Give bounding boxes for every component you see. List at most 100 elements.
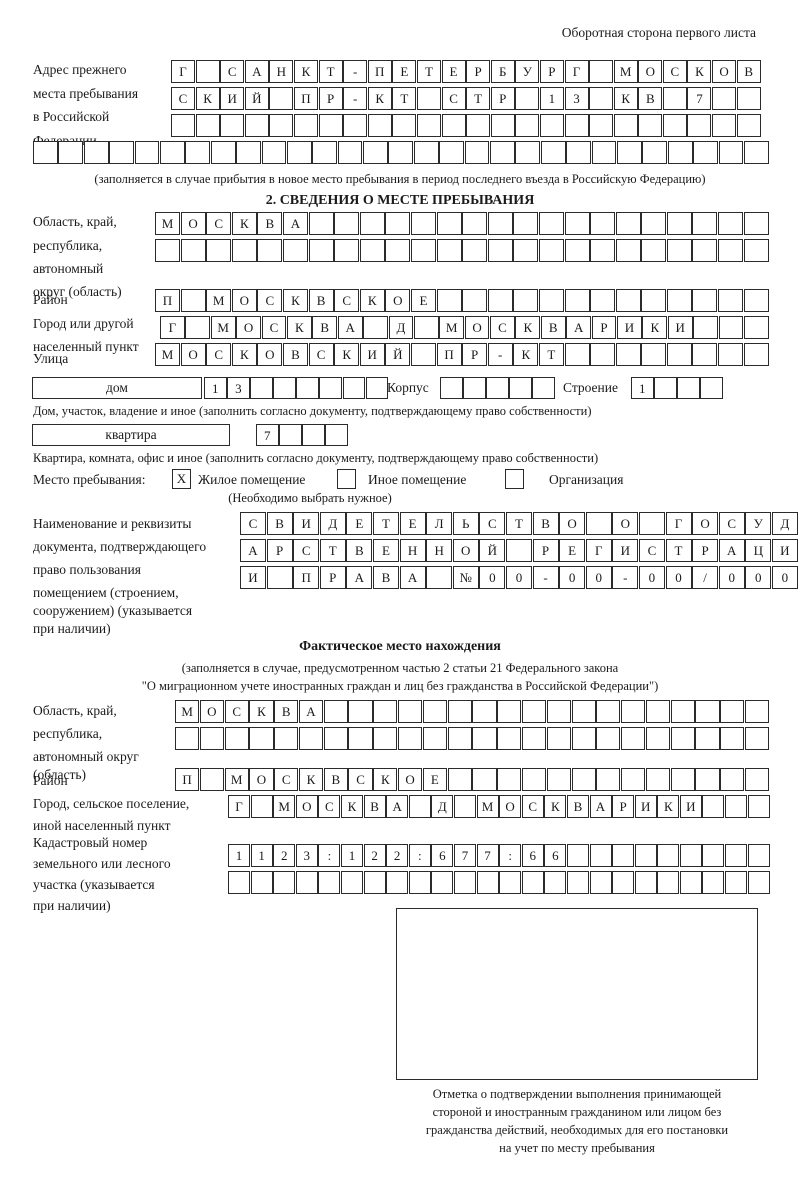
char-cell[interactable]: О [199, 700, 224, 723]
char-cell[interactable] [657, 871, 680, 894]
section2-region-row-2[interactable] [155, 239, 769, 262]
char-cell[interactable] [747, 795, 770, 818]
char-cell[interactable] [206, 239, 232, 262]
char-cell[interactable] [589, 844, 612, 867]
char-cell[interactable] [670, 700, 695, 723]
char-cell[interactable]: : [499, 844, 522, 867]
char-cell[interactable]: К [657, 795, 680, 818]
char-cell[interactable] [298, 727, 324, 750]
char-cell[interactable] [422, 727, 447, 750]
char-cell[interactable] [702, 844, 725, 867]
char-cell[interactable] [318, 114, 343, 137]
char-cell[interactable]: С [334, 289, 360, 312]
char-cell[interactable] [487, 239, 513, 262]
char-cell[interactable] [472, 700, 497, 723]
char-cell[interactable] [343, 114, 368, 137]
char-cell[interactable]: Р [318, 87, 343, 110]
char-cell[interactable]: М [613, 60, 638, 83]
char-cell[interactable] [521, 871, 544, 894]
char-cell[interactable] [638, 512, 665, 535]
char-cell[interactable]: У [745, 512, 772, 535]
char-cell[interactable]: - [343, 60, 368, 83]
char-cell[interactable]: В [363, 795, 386, 818]
char-cell[interactable] [261, 141, 287, 164]
char-cell[interactable]: Г [665, 512, 692, 535]
char-cell[interactable] [634, 844, 657, 867]
char-cell[interactable] [220, 114, 245, 137]
char-cell[interactable] [615, 212, 641, 235]
char-cell[interactable]: Р [692, 539, 719, 562]
char-cell[interactable]: С [638, 539, 665, 562]
char-cell[interactable]: 1 [250, 844, 273, 867]
char-cell[interactable] [348, 727, 373, 750]
char-cell[interactable] [641, 343, 667, 366]
char-cell[interactable]: 7 [687, 87, 712, 110]
char-cell[interactable] [590, 343, 616, 366]
char-cell[interactable] [180, 289, 206, 312]
char-cell[interactable] [544, 871, 567, 894]
char-cell[interactable]: Е [346, 512, 373, 535]
char-cell[interactable] [589, 60, 614, 83]
char-cell[interactable] [269, 114, 294, 137]
char-cell[interactable]: К [195, 87, 220, 110]
char-cell[interactable]: В [638, 87, 663, 110]
char-cell[interactable] [645, 727, 671, 750]
char-cell[interactable]: О [398, 768, 423, 791]
char-cell[interactable]: И [771, 539, 798, 562]
char-cell[interactable] [109, 141, 134, 164]
stroenie-cells[interactable]: 1 [631, 377, 723, 399]
char-cell[interactable] [499, 871, 522, 894]
char-cell[interactable]: Т [538, 343, 564, 366]
char-cell[interactable] [725, 795, 748, 818]
char-cell[interactable] [447, 768, 472, 791]
char-cell[interactable] [453, 795, 476, 818]
char-cell[interactable]: С [220, 60, 245, 83]
char-cell[interactable] [692, 343, 718, 366]
char-cell[interactable]: С [293, 539, 320, 562]
char-cell[interactable]: И [240, 566, 266, 589]
char-cell[interactable] [466, 114, 491, 137]
char-cell[interactable]: 0 [745, 566, 772, 589]
char-cell[interactable] [743, 316, 769, 339]
char-cell[interactable]: 0 [505, 566, 532, 589]
char-cell[interactable] [334, 239, 360, 262]
char-cell[interactable]: К [249, 700, 274, 723]
char-cell[interactable] [279, 424, 302, 446]
char-cell[interactable] [440, 377, 463, 399]
char-cell[interactable] [325, 424, 348, 446]
char-cell[interactable]: Й [244, 87, 269, 110]
char-cell[interactable] [718, 289, 744, 312]
char-cell[interactable]: 0 [479, 566, 506, 589]
char-cell[interactable]: Г [160, 316, 185, 339]
char-cell[interactable]: С [171, 87, 195, 110]
char-cell[interactable]: Е [559, 539, 586, 562]
char-cell[interactable] [159, 141, 185, 164]
char-cell[interactable] [392, 114, 417, 137]
char-cell[interactable]: М [155, 343, 180, 366]
char-cell[interactable]: Е [410, 289, 436, 312]
char-cell[interactable] [505, 539, 532, 562]
char-cell[interactable]: С [206, 343, 232, 366]
char-cell[interactable] [718, 343, 744, 366]
char-cell[interactable] [462, 212, 488, 235]
char-cell[interactable] [373, 700, 398, 723]
char-cell[interactable]: К [231, 212, 257, 235]
char-cell[interactable] [293, 114, 318, 137]
char-cell[interactable] [286, 141, 312, 164]
char-cell[interactable] [718, 141, 744, 164]
char-cell[interactable] [323, 727, 348, 750]
char-cell[interactable] [679, 871, 702, 894]
char-cell[interactable]: П [293, 87, 318, 110]
char-cell[interactable]: К [373, 768, 398, 791]
char-cell[interactable]: Р [466, 60, 491, 83]
char-cell[interactable] [359, 239, 385, 262]
char-cell[interactable]: К [544, 795, 567, 818]
char-cell[interactable]: - [532, 566, 559, 589]
char-cell[interactable] [185, 141, 211, 164]
char-cell[interactable]: И [634, 795, 657, 818]
char-cell[interactable] [312, 141, 338, 164]
char-cell[interactable]: 0 [638, 566, 665, 589]
